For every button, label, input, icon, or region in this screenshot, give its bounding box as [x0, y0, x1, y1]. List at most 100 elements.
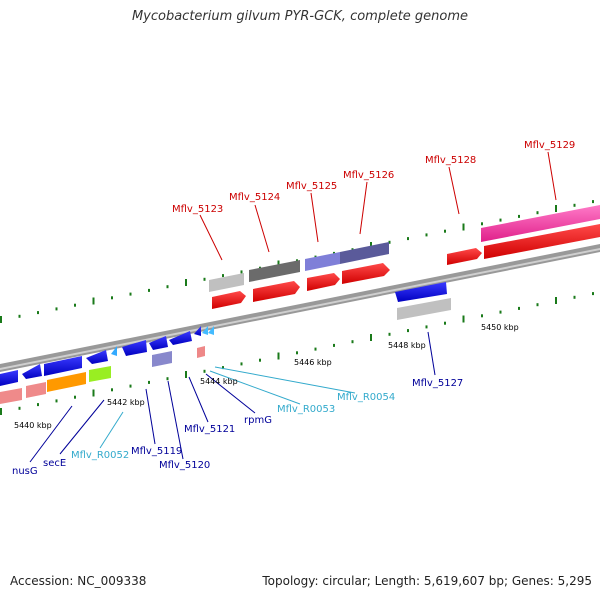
gene-box-pink-1	[0, 388, 22, 404]
upper-scale-tick	[370, 242, 372, 249]
upper-scale-tick	[203, 277, 206, 281]
lower-scale-tick	[481, 314, 483, 318]
rna-arrow-1	[202, 326, 208, 335]
lower-scale-tick	[277, 352, 280, 360]
scale-label-5450: 5450 kbp	[481, 323, 519, 332]
upper-scale-tick	[148, 288, 150, 292]
lower-scale-tick	[555, 297, 557, 304]
label-mflv-5128: Mflv_5128	[425, 155, 476, 166]
gene-box-salmon-small	[197, 346, 205, 358]
lower-scale-tick	[444, 321, 446, 325]
upper-scale-tick	[222, 274, 224, 278]
lower-scale-tick	[222, 366, 224, 370]
upper-scale-tick	[111, 296, 113, 300]
gene-arrow-blue-5120	[149, 336, 168, 350]
scale-label-5448: 5448 kbp	[388, 341, 426, 350]
label-mflv-5119: Mflv_5119	[131, 446, 182, 457]
upper-scale-tick	[388, 240, 391, 244]
lower-scale-tick	[296, 351, 298, 355]
scale-labels: 5440 kbp 5442 kbp 5444 kbp 5446 kbp 5448…	[14, 323, 519, 430]
upper-scale-tick	[185, 279, 187, 286]
upper-gene-labels: Mflv_5123 Mflv_5124 Mflv_5125 Mflv_5126 …	[172, 140, 575, 215]
upper-scale-tick	[425, 233, 428, 237]
gene-box-5127-blue	[395, 282, 447, 302]
gene-arrow-blue-left-2	[22, 364, 42, 379]
upper-scale-tick	[0, 316, 2, 323]
label-mflv-5129: Mflv_5129	[524, 140, 575, 151]
upper-scale-tick	[277, 260, 280, 268]
lower-scale-tick	[351, 340, 354, 344]
label-mflv-5126: Mflv_5126	[343, 170, 394, 181]
leader-lines	[29, 151, 557, 463]
lower-scale-tick	[425, 325, 428, 329]
lower-scale-tick	[37, 403, 39, 407]
upper-scale-tick	[462, 223, 465, 231]
label-mflv-5124: Mflv_5124	[229, 192, 280, 203]
scale-label-5446: 5446 kbp	[294, 358, 332, 367]
label-mflv-r0054: Mflv_R0054	[337, 392, 395, 403]
gene-box-orange	[47, 372, 86, 392]
gene-box-purple-small	[152, 351, 172, 367]
lower-scale-tick	[407, 329, 409, 333]
rna-arrow-2	[208, 326, 214, 335]
lower-scale-tick	[536, 303, 539, 307]
lower-gene-labels: nusG secE Mflv_R0052 Mflv_5119 Mflv_5120…	[12, 378, 463, 477]
lower-scale-tick	[0, 408, 2, 415]
topology-summary: Topology: circular; Length: 5,619,607 bp…	[262, 574, 592, 588]
accession-text: Accession: NC_009338	[10, 574, 147, 588]
lower-scale-tick	[148, 380, 150, 384]
gene-box-5123-grey	[209, 273, 244, 292]
upper-scale-tick	[55, 307, 58, 311]
lower-scale-tick	[592, 292, 594, 296]
lower-scale-tick	[499, 310, 502, 314]
gene-arrow-blue-left-4	[86, 350, 108, 364]
upper-scale-tick	[74, 303, 76, 307]
scale-label-5444: 5444 kbp	[200, 377, 238, 386]
upper-scale-tick	[18, 314, 21, 318]
label-mflv-5121: Mflv_5121	[184, 424, 235, 435]
label-mflv-5120: Mflv_5120	[159, 460, 210, 471]
label-mflv-5127: Mflv_5127	[412, 378, 463, 389]
upper-scale-tick	[592, 200, 594, 204]
upper-scale-tick	[407, 237, 409, 241]
genome-backbone	[0, 244, 600, 372]
gene-arrow-blue-left-3	[44, 356, 82, 376]
gene-box-pink-2	[26, 382, 46, 398]
lower-gene-blocks[interactable]	[0, 282, 451, 404]
lower-scale-tick	[129, 384, 132, 388]
upper-scale-tick	[166, 285, 169, 289]
gene-arrow-red-5	[447, 248, 482, 265]
lower-scale-tick	[55, 399, 58, 403]
label-mflv-r0053: Mflv_R0053	[277, 404, 335, 415]
lower-scale-tick	[111, 388, 113, 392]
lower-scale-tick	[74, 395, 76, 399]
gene-arrow-red-6	[484, 224, 600, 259]
lower-scale-tick	[388, 332, 391, 336]
upper-scale-tick	[536, 211, 539, 215]
scale-label-5440: 5440 kbp	[14, 421, 52, 430]
label-sece: secE	[43, 458, 66, 469]
lower-scale-tick	[333, 343, 335, 347]
lower-scale-tick	[203, 369, 206, 373]
scale-ticks	[0, 200, 594, 415]
gene-arrow-red-1	[212, 291, 246, 309]
gene-arrow-blue-rpmg	[194, 326, 201, 336]
map-title: Mycobacterium gilvum PYR-GCK, complete g…	[131, 9, 469, 24]
gene-arrow-red-4	[342, 263, 390, 284]
gene-arrow-blue-5121	[169, 331, 192, 345]
upper-scale-tick	[518, 214, 520, 218]
gene-box-5125-purple	[305, 252, 340, 271]
lower-scale-tick	[462, 315, 465, 323]
lower-scale-tick	[573, 295, 576, 299]
upper-scale-tick	[240, 270, 243, 274]
label-nusg: nusG	[12, 466, 38, 477]
scale-label-5442: 5442 kbp	[107, 398, 145, 407]
upper-gene-blocks[interactable]	[209, 205, 600, 309]
label-mflv-5125: Mflv_5125	[286, 181, 337, 192]
gene-arrow-blue-5119	[122, 340, 147, 356]
gene-arrow-blue-small	[111, 346, 117, 356]
lower-scale-tick	[92, 389, 95, 397]
label-mflv-5123: Mflv_5123	[172, 204, 223, 215]
upper-scale-tick	[499, 218, 502, 222]
